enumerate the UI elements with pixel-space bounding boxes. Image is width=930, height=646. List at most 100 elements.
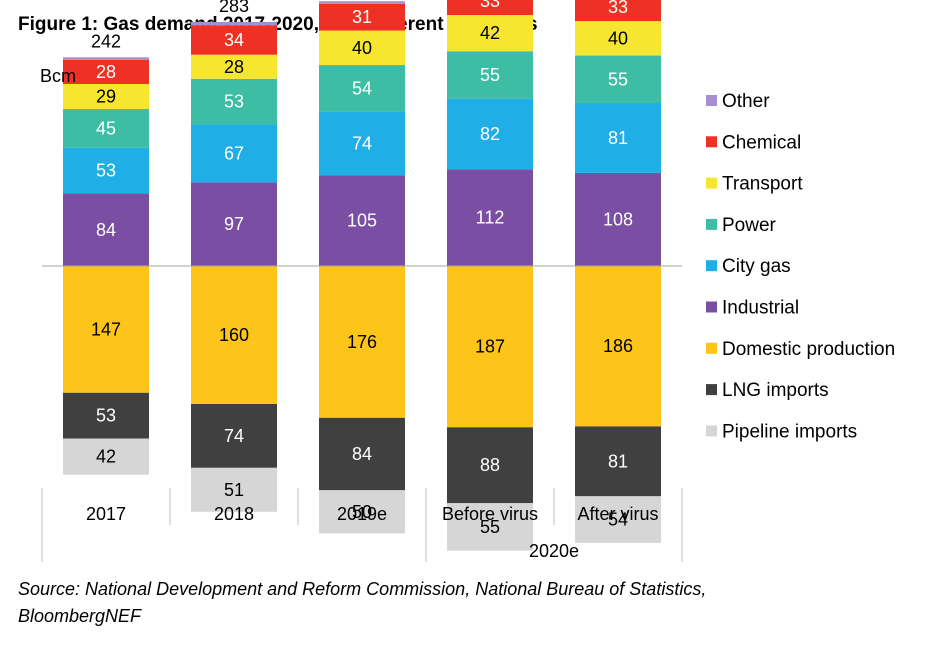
unit-label: Bcm [40,66,76,86]
legend-swatch-domestic-production [706,342,717,354]
legend-swatch-other [706,95,717,106]
data-label: 42 [96,447,116,467]
bar-city-gas-2018 [191,124,277,183]
data-label: 81 [608,451,628,471]
category-label: After virus [577,504,658,524]
data-label: 28 [96,62,116,82]
bar-domestic-production-2018 [191,266,277,404]
bar-chemical-after-virus [575,0,661,22]
legend-label-industrial: Industrial [722,298,799,319]
legend-swatch-power [706,218,717,230]
category-label: 2018 [214,504,254,524]
bar-lng-imports-2017 [63,392,149,439]
bar-chemical-2019e [319,3,405,31]
bar-industrial-2019e [319,175,405,266]
data-label: 186 [603,336,633,356]
bar-transport-2017 [63,84,149,110]
legend-label-lng-imports: LNG imports [722,380,829,401]
legend-label-pipeline-imports: Pipeline imports [722,421,857,442]
bar-chemical-2018 [191,25,277,55]
data-label: 55 [480,517,500,537]
data-label: 160 [219,325,249,345]
bar-industrial-after-virus [575,172,661,266]
data-label: 54 [352,78,372,98]
bar-transport-before-virus [447,15,533,52]
legend-label-other: Other [722,91,770,112]
bar-city-gas-2019e [319,111,405,176]
source-line-2: BloombergNEF [18,606,142,626]
data-label: 29 [96,87,116,107]
legend-label-power: Power [722,215,777,236]
bar-transport-after-virus [575,21,661,56]
legend-label-domestic-production: Domestic production [722,339,895,360]
bar-chemical-2017 [63,59,149,85]
data-label: 84 [352,444,372,464]
bar-power-after-virus [575,55,661,103]
bar-lng-imports-2019e [319,417,405,491]
data-label: 40 [352,38,372,58]
bar-domestic-production-2017 [63,266,149,393]
bar-other-2018 [191,21,277,26]
data-label: 74 [352,134,372,154]
data-label: 51 [224,480,244,500]
data-label: 97 [224,214,244,234]
legend-swatch-city-gas [706,260,717,272]
legend-swatch-industrial [706,301,717,313]
figure-title: Figure 1: Gas demand 2017-2020, with dif… [18,14,538,35]
bar-lng-imports-2018 [191,404,277,468]
data-label: 147 [91,319,121,339]
data-label: 112 [476,208,505,228]
data-label: 28 [224,57,244,77]
legend-swatch-chemical [706,136,717,148]
stacked-bar-chart: 84 53 45 29 28 242 147 53 42 97 67 53 28 34 283 160 74 51… [40,0,895,562]
bar-other-2017 [63,57,149,60]
category-label: 2017 [86,504,126,524]
bar-domestic-production-after-virus [575,266,661,427]
data-label: 54 [608,510,628,530]
bar-pipeline-imports-2019e [319,490,405,534]
data-label: 176 [347,332,377,352]
data-label: 31 [352,7,372,27]
data-label: 187 [475,337,505,357]
legend-swatch-lng-imports [706,384,717,396]
axis-layer: 2017 2018 2019e Before virus After virus 2020… [40,66,683,562]
bar-transport-2018 [191,54,277,79]
data-label: 81 [608,128,628,148]
bar-city-gas-after-virus [575,102,661,173]
legend-label-transport: Transport [722,174,803,195]
bar-domestic-production-2019e [319,266,405,418]
bar-industrial-2017 [63,193,149,266]
category-label: 2019e [337,504,387,524]
category-label: Before virus [442,504,538,524]
legend-label-city-gas: City gas [722,256,791,277]
legend-label-chemical: Chemical [722,132,801,153]
data-label: 84 [96,220,116,240]
data-label: 74 [224,426,244,446]
data-label: 55 [480,65,500,85]
bar-power-2018 [191,78,277,125]
data-label: 55 [608,69,628,89]
total-label: 242 [91,31,121,51]
source-line-1: Source: National Development and Reform … [18,579,707,599]
data-label: 40 [608,28,628,48]
legend-swatch-pipeline-imports [706,425,717,437]
bar-power-2019e [319,65,405,112]
data-label: 42 [480,23,500,43]
bar-power-before-virus [447,51,533,99]
data-label: 33 [608,0,628,17]
bar-industrial-2018 [191,182,277,266]
legend: Other Chemical Transport Power City gas Indus… [706,91,895,442]
bar-industrial-before-virus [447,169,533,266]
bar-lng-imports-after-virus [575,426,661,497]
bar-chemical-before-virus [447,0,533,16]
data-label: 53 [96,406,116,426]
bar-power-2017 [63,109,149,148]
bar-domestic-production-before-virus [447,266,533,428]
data-label: 108 [603,209,633,229]
bar-city-gas-before-virus [447,98,533,170]
data-label: 82 [480,124,500,144]
bar-pipeline-imports-2017 [63,438,149,475]
data-label: 105 [347,211,377,231]
group-label: 2020e [529,541,579,561]
data-label: 53 [224,92,244,112]
